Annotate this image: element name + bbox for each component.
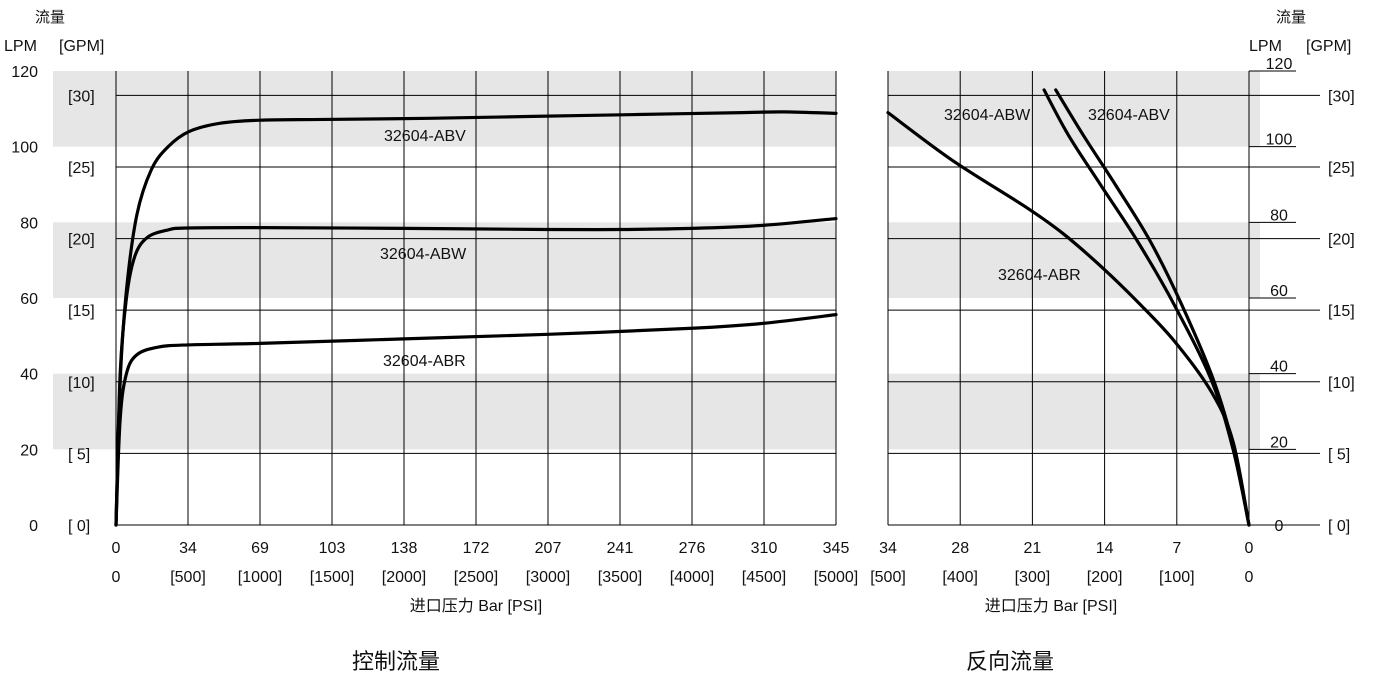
x-tick-label-bar: 0 bbox=[1245, 540, 1254, 557]
series-line-32604-abv bbox=[1054, 88, 1251, 527]
y-tick-label-lpm: 100 bbox=[11, 140, 38, 157]
x-tick-label-psi: [2500] bbox=[454, 569, 498, 586]
x-tick-label-bar: 103 bbox=[319, 540, 346, 557]
x-tick-label-psi: 0 bbox=[112, 569, 121, 586]
x-tick-label-bar: 14 bbox=[1096, 540, 1114, 557]
y-tick-label-lpm: 80 bbox=[1270, 207, 1288, 224]
y-tick-label-gpm: [10] bbox=[68, 375, 95, 392]
x-tick-label-psi: [3500] bbox=[598, 569, 642, 586]
y-tick-label-lpm: 60 bbox=[20, 291, 38, 308]
series-line-32604-abw bbox=[114, 216, 838, 527]
y-tick-label-gpm: [20] bbox=[68, 232, 95, 249]
x-tick-label-psi: [1000] bbox=[238, 569, 282, 586]
shaded-band bbox=[888, 222, 1260, 298]
series-label: 32604-ABW bbox=[380, 246, 467, 263]
y-tick-label-gpm: [ 5] bbox=[1328, 446, 1350, 463]
series-line-32604-abr bbox=[114, 313, 838, 527]
x-tick-label-bar: 241 bbox=[607, 540, 634, 557]
x-tick-label-bar: 34 bbox=[879, 540, 897, 557]
x-tick-label-bar: 7 bbox=[1172, 540, 1181, 557]
x-tick-label-psi: [4000] bbox=[670, 569, 714, 586]
x-tick-label-bar: 345 bbox=[823, 540, 850, 557]
x-tick-label-psi: [100] bbox=[1159, 569, 1195, 586]
series-label: 32604-ABR bbox=[998, 267, 1081, 284]
y-tick-label-gpm: [15] bbox=[1328, 303, 1355, 320]
y-tick-label-lpm: 40 bbox=[1270, 359, 1288, 376]
x-tick-label-psi: [400] bbox=[942, 569, 978, 586]
x-tick-label-psi: [5000] bbox=[814, 569, 858, 586]
y-axis-unit-gpm: [GPM] bbox=[1306, 38, 1351, 55]
y-axis-title: 流量 bbox=[35, 9, 65, 26]
x-tick-label-psi: [200] bbox=[1087, 569, 1123, 586]
y-tick-label-gpm: [20] bbox=[1328, 232, 1355, 249]
x-tick-label-bar: 207 bbox=[535, 540, 562, 557]
x-axis-title: 进口压力 Bar [PSI] bbox=[985, 597, 1117, 615]
series-label: 32604-ABW bbox=[944, 107, 1031, 124]
x-tick-label-bar: 28 bbox=[951, 540, 969, 557]
y-tick-label-lpm: 120 bbox=[1266, 56, 1293, 73]
x-tick-label-psi: 0 bbox=[1245, 569, 1254, 586]
y-tick-label-gpm: [15] bbox=[68, 303, 95, 320]
x-axis-title: 进口压力 Bar [PSI] bbox=[410, 597, 542, 615]
series-label: 32604-ABV bbox=[1088, 107, 1170, 124]
x-tick-label-bar: 310 bbox=[751, 540, 778, 557]
y-tick-label-lpm: 0 bbox=[1275, 518, 1284, 535]
y-tick-label-lpm: 80 bbox=[20, 215, 38, 232]
x-tick-label-psi: [3000] bbox=[526, 569, 570, 586]
y-tick-label-gpm: [30] bbox=[1328, 88, 1355, 105]
labels: 32604-ABV 32604-ABW 32604-ABR 32604-ABW 3260… bbox=[4, 9, 1355, 674]
x-tick-label-bar: 34 bbox=[179, 540, 197, 557]
y-tick-label-gpm: [ 5] bbox=[68, 446, 90, 463]
y-tick-label-gpm: [25] bbox=[68, 160, 95, 177]
y-tick-label-lpm: 20 bbox=[1270, 434, 1288, 451]
series-line-32604-abw bbox=[1042, 88, 1251, 527]
chart-title: 控制流量 bbox=[352, 649, 440, 674]
shaded-band bbox=[53, 373, 836, 450]
shaded-band bbox=[888, 373, 1260, 450]
chart-title: 反向流量 bbox=[966, 649, 1054, 674]
y-tick-label-gpm: [30] bbox=[68, 88, 95, 105]
y-tick-label-gpm: [10] bbox=[1328, 375, 1355, 392]
shaded-band bbox=[53, 222, 836, 298]
x-tick-label-psi: [500] bbox=[170, 569, 206, 586]
x-tick-label-bar: 0 bbox=[112, 540, 121, 557]
y-tick-label-lpm: 100 bbox=[1266, 132, 1293, 149]
series-line-32604-abr bbox=[886, 111, 1251, 527]
x-tick-label-psi: [500] bbox=[870, 569, 906, 586]
x-tick-label-bar: 69 bbox=[251, 540, 269, 557]
x-tick-label-psi: [2000] bbox=[382, 569, 426, 586]
y-axis-unit-gpm: [GPM] bbox=[59, 38, 104, 55]
grid-lines bbox=[115, 70, 1320, 526]
y-tick-label-lpm: 40 bbox=[20, 367, 38, 384]
x-tick-label-bar: 276 bbox=[679, 540, 706, 557]
y-axis-title: 流量 bbox=[1276, 9, 1306, 26]
y-tick-label-gpm: [ 0] bbox=[68, 518, 90, 535]
y-tick-label-gpm: [ 0] bbox=[1328, 518, 1350, 535]
x-tick-label-psi: [1500] bbox=[310, 569, 354, 586]
x-tick-label-bar: 172 bbox=[463, 540, 490, 557]
series-label: 32604-ABV bbox=[384, 128, 466, 145]
x-tick-label-psi: [300] bbox=[1015, 569, 1051, 586]
x-tick-label-bar: 138 bbox=[391, 540, 418, 557]
y-axis-unit-lpm: LPM bbox=[4, 38, 37, 55]
y-tick-label-lpm: 20 bbox=[20, 442, 38, 459]
y-tick-label-lpm: 0 bbox=[29, 518, 38, 535]
series-line-32604-abv bbox=[114, 110, 838, 527]
x-tick-label-psi: [4500] bbox=[742, 569, 786, 586]
series-label: 32604-ABR bbox=[383, 353, 466, 370]
y-tick-label-gpm: [25] bbox=[1328, 160, 1355, 177]
curves bbox=[114, 88, 1251, 527]
y-axis-unit-lpm: LPM bbox=[1249, 38, 1282, 55]
x-tick-label-bar: 21 bbox=[1024, 540, 1042, 557]
y-tick-label-lpm: 120 bbox=[11, 64, 38, 81]
y-tick-label-lpm: 60 bbox=[1270, 283, 1288, 300]
shaded-band bbox=[888, 71, 1260, 147]
